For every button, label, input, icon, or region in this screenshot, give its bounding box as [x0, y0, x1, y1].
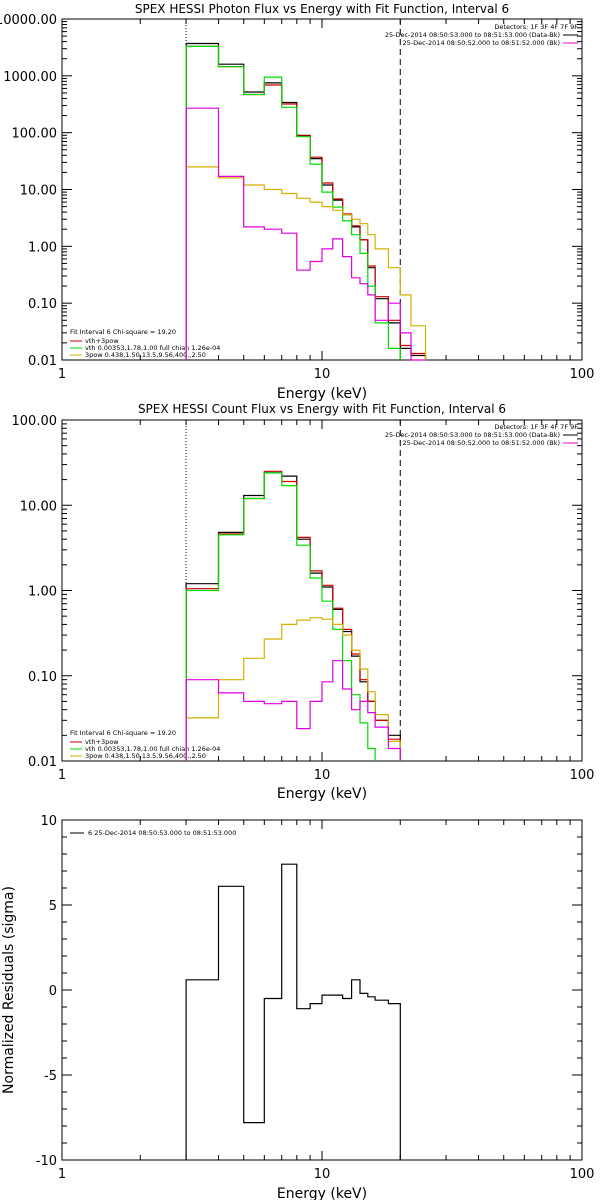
residuals-y-tick-label: 0 [49, 984, 57, 999]
count-flux-panel: SPEX HESSI Count Flux vs Energy with Fit… [12, 402, 595, 802]
photon-flux-title: SPEX HESSI Photon Flux vs Energy with Fi… [135, 2, 509, 16]
count-flux-legend-vth: vth 0.00353,1.78,1.00 full chian 1.26e-0… [85, 745, 220, 753]
photon-flux-xlabel: Energy (keV) [277, 386, 367, 402]
residuals-x-tick-label: 10 [314, 1167, 331, 1182]
residuals-y-tick-label: 5 [49, 899, 57, 914]
count-flux-series-3pow [185, 617, 401, 761]
photon-flux-detectors: Detectors: 1F 3F 4F 7F 9F [494, 23, 578, 31]
residuals-ylabel: Normalized Residuals (sigma) [1, 886, 17, 1094]
photon-flux-y-tick-label: 10000.00 [0, 13, 57, 28]
photon-flux-y-tick-label: 1000.00 [3, 70, 57, 85]
count-flux-bk-interval: 25-Dec-2014 08:50:52.000 to 08:51:52.000… [403, 439, 561, 447]
count-flux-y-tick-label: 100.00 [12, 414, 58, 429]
count-flux-y-tick-label: 0.10 [28, 670, 57, 685]
photon-flux-series-vth-3pow [185, 45, 427, 360]
photon-flux-x-tick-label: 100 [570, 367, 595, 382]
residuals-panel: Energy (keV) Normalized Residuals (sigma… [1, 814, 594, 1200]
count-flux-legend-total: vth+3pow [85, 738, 119, 746]
photon-flux-series-vth [185, 45, 401, 360]
count-flux-x-tick-label: 10 [314, 768, 331, 783]
residuals-y-tick-label: -5 [44, 1069, 57, 1084]
photon-flux-legend-3pow: 3pow 0.438,1.50,13.5,9.56,400.,2.50 [85, 351, 206, 359]
photon-flux-series-3pow [185, 166, 427, 360]
count-flux-x-tick-label: 100 [570, 768, 595, 783]
count-flux-xlabel: Energy (keV) [277, 786, 367, 802]
residuals-xlabel: Energy (keV) [277, 1186, 367, 1200]
residuals-legend: 6 25-Dec-2014 08:50:53.000 to 08:51:53.0… [88, 829, 236, 837]
count-flux-legend-3pow: 3pow 0.438,1.50,13.5,9.56,400.,2.50 [85, 752, 206, 760]
count-flux-series-bk [185, 660, 401, 761]
count-flux-y-tick-label: 0.01 [28, 755, 57, 770]
residuals-y-tick-label: 10 [40, 814, 57, 829]
count-flux-y-tick-label: 10.00 [20, 499, 57, 514]
photon-flux-panel: SPEX HESSI Photon Flux vs Energy with Fi… [0, 2, 594, 402]
photon-flux-x-tick-label: 10 [314, 367, 331, 382]
photon-flux-x-tick-label: 1 [58, 367, 66, 382]
photon-flux-y-tick-label: 0.01 [28, 354, 57, 369]
photon-flux-y-tick-label: 1.00 [28, 240, 57, 255]
count-flux-legend-fit: Fit Interval 6 Chi-square = 19.20 [70, 729, 176, 737]
photon-flux-legend-total: vth+3pow [85, 337, 119, 345]
photon-flux-bk-interval: 25-Dec-2014 08:50:52.000 to 08:51:52.000… [403, 39, 561, 47]
photon-flux-data-interval: 25-Dec-2014 08:50:53.000 to 08:51:53.000… [385, 31, 560, 39]
count-flux-y-tick-label: 1.00 [28, 585, 57, 600]
residuals-plot-frame [61, 819, 583, 1161]
photon-flux-legend-vth: vth 0.00353,1.78,1.00 full chian 1.26e-0… [85, 344, 220, 352]
count-flux-detectors: Detectors: 1F 3F 4F 7F 9F [494, 423, 578, 431]
residuals-x-tick-label: 1 [58, 1167, 66, 1182]
photon-flux-series-data-bk [185, 42, 427, 360]
photon-flux-series-bk [185, 107, 426, 361]
count-flux-x-tick-label: 1 [58, 768, 66, 783]
residuals-x-tick-label: 100 [570, 1167, 595, 1182]
photon-flux-y-tick-label: 0.10 [28, 297, 57, 312]
count-flux-data-interval: 25-Dec-2014 08:50:53.000 to 08:51:53.000… [385, 431, 560, 439]
residuals-series-residuals [185, 863, 401, 1160]
residuals-y-tick-label: -10 [36, 1154, 57, 1169]
count-flux-title: SPEX HESSI Count Flux vs Energy with Fit… [138, 402, 506, 416]
photon-flux-y-tick-label: 10.00 [20, 184, 57, 199]
photon-flux-legend-fit: Fit Interval 6 Chi-square = 19.20 [70, 328, 176, 336]
photon-flux-y-tick-label: 100.00 [12, 127, 58, 142]
